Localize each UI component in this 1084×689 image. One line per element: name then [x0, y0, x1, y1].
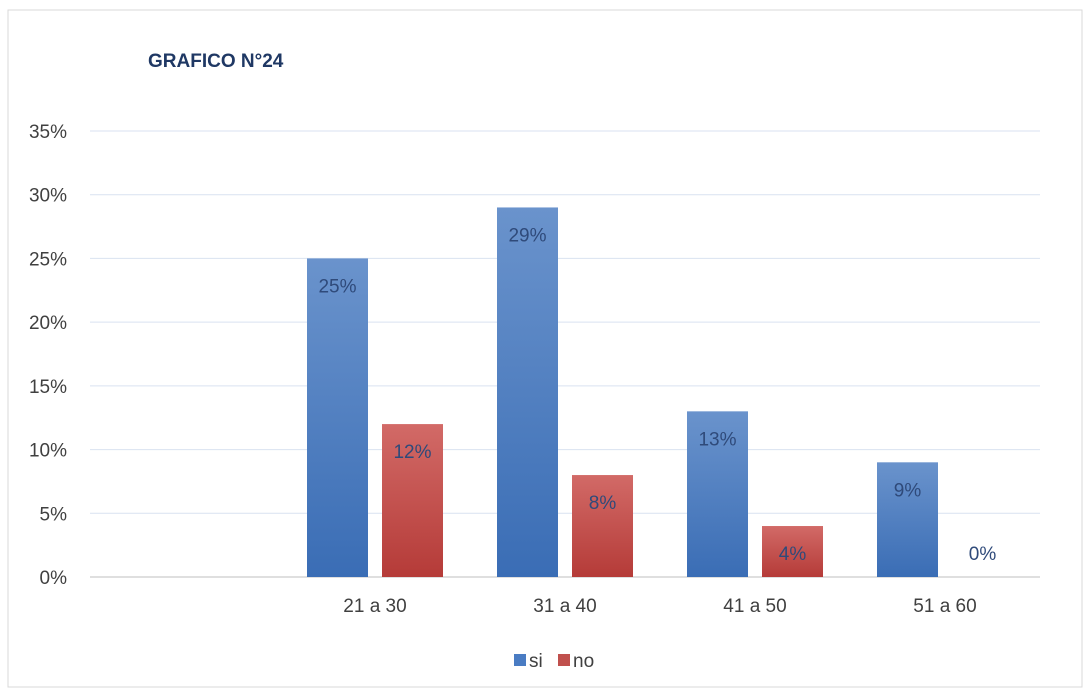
y-tick-label: 0% — [40, 568, 68, 589]
bar-si — [687, 411, 748, 577]
chart-title: GRAFICO N°24 — [148, 51, 284, 72]
x-category-label: 41 a 50 — [723, 596, 786, 617]
bar-no — [382, 424, 443, 577]
legend-label-si: si — [529, 651, 543, 672]
y-tick-label: 30% — [29, 186, 67, 207]
data-label-no: 4% — [779, 544, 807, 565]
legend-label-no: no — [573, 651, 594, 672]
bar-si — [877, 462, 938, 577]
data-label-no: 12% — [393, 442, 431, 463]
data-label-no: 8% — [589, 493, 617, 514]
bar-no — [572, 475, 633, 577]
y-tick-label: 15% — [29, 377, 67, 398]
bars — [307, 207, 938, 577]
bar-si — [497, 207, 558, 577]
bar-no — [762, 526, 823, 577]
data-labels: 25% 12% 29% 8% 13% 4% 9% 0% — [318, 225, 996, 565]
y-tick-label: 35% — [29, 122, 67, 143]
data-label-si: 13% — [698, 429, 736, 450]
x-category-label: 51 a 60 — [913, 596, 976, 617]
data-label-si: 9% — [894, 480, 922, 501]
data-label-si: 29% — [508, 225, 546, 246]
y-tick-label: 10% — [29, 441, 67, 462]
y-tick-label: 20% — [29, 313, 67, 334]
bar-si — [307, 258, 368, 577]
y-axis-ticks: 0% 5% 10% 15% 20% 25% 30% 35% — [29, 122, 67, 589]
x-category-label: 31 a 40 — [533, 596, 596, 617]
x-axis-categories: 21 a 30 31 a 40 41 a 50 51 a 60 — [343, 596, 976, 617]
legend: si no — [514, 651, 594, 672]
legend-swatch-si — [514, 654, 526, 666]
y-tick-label: 25% — [29, 249, 67, 270]
data-label-no: 0% — [969, 544, 997, 565]
y-tick-label: 5% — [40, 504, 68, 525]
x-category-label: 21 a 30 — [343, 596, 406, 617]
data-label-si: 25% — [318, 276, 356, 297]
legend-swatch-no — [558, 654, 570, 666]
